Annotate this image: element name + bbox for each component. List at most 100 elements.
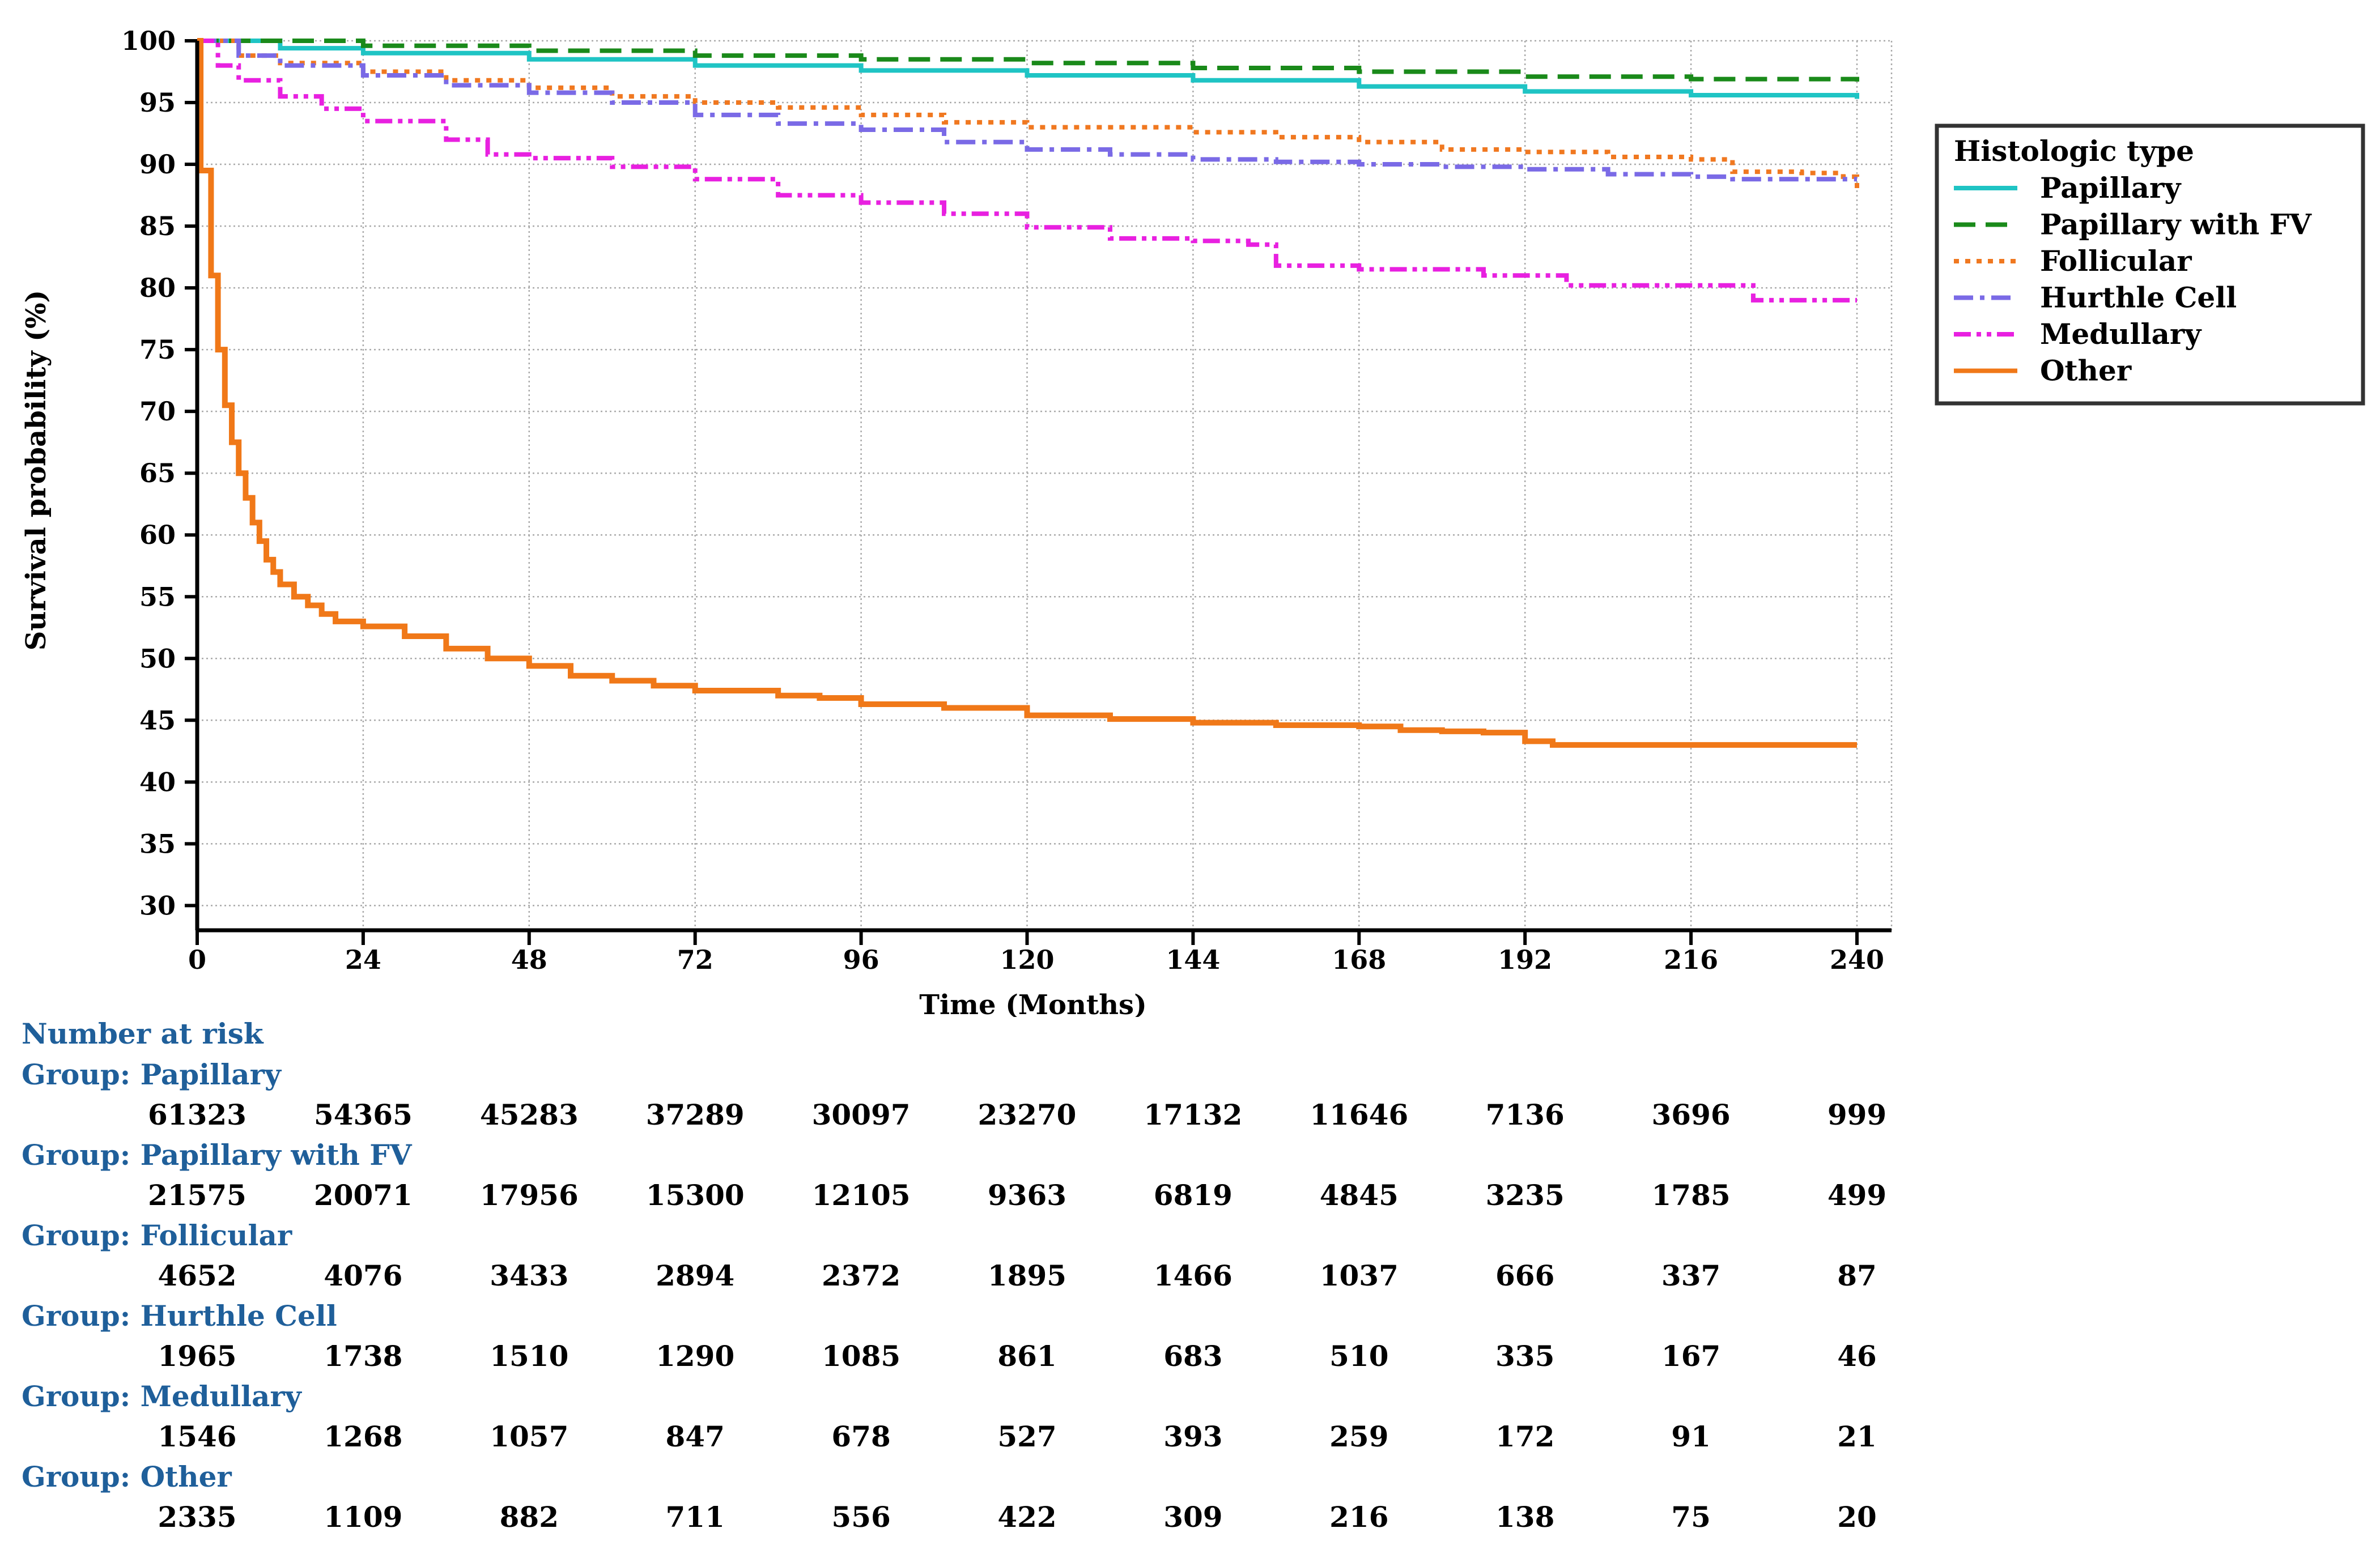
risk-count: 393: [1163, 1420, 1223, 1453]
y-tick-label: 85: [139, 211, 176, 241]
risk-count: 167: [1661, 1339, 1721, 1373]
x-tick-label: 216: [1664, 944, 1718, 975]
risk-count: 2894: [656, 1259, 735, 1292]
y-tick-label: 75: [139, 334, 176, 365]
y-tick-label: 70: [139, 396, 176, 427]
risk-count: 3696: [1651, 1098, 1731, 1131]
risk-count: 527: [997, 1420, 1057, 1453]
risk-count: 75: [1671, 1500, 1711, 1534]
risk-count: 11646: [1310, 1098, 1409, 1131]
risk-count: 21575: [148, 1178, 246, 1212]
risk-count: 1785: [1651, 1178, 1731, 1212]
x-tick-label: 144: [1166, 944, 1220, 975]
risk-count: 1510: [490, 1339, 569, 1373]
legend-label: Hurthle Cell: [2040, 281, 2237, 314]
risk-group-label: Group: Papillary: [22, 1058, 281, 1091]
legend-label: Papillary with FV: [2040, 208, 2312, 241]
x-tick-label: 48: [511, 944, 547, 975]
risk-count: 4076: [324, 1259, 403, 1292]
risk-count: 21: [1837, 1420, 1877, 1453]
risk-table-heading: Number at risk: [22, 1017, 264, 1050]
curve-hurthle-cell: [197, 39, 1857, 182]
risk-count: 999: [1827, 1098, 1887, 1131]
risk-count: 12105: [811, 1178, 911, 1212]
risk-count: 20: [1837, 1500, 1877, 1534]
x-tick-label: 240: [1830, 944, 1884, 975]
survival-chart: 30 35 40 45 50 55 60 65 70 75 80 85 90 95 100 0 24 48 72 9…: [20, 25, 2365, 1017]
risk-count: 1109: [324, 1500, 403, 1534]
risk-count: 1037: [1319, 1259, 1399, 1292]
y-tick-label: 45: [139, 705, 176, 735]
risk-count: 45283: [479, 1098, 579, 1131]
risk-count: 666: [1495, 1259, 1555, 1292]
risk-count: 1057: [490, 1420, 569, 1453]
y-tick-label: 100: [121, 25, 176, 56]
y-tick-label: 80: [139, 273, 176, 303]
risk-count: 172: [1495, 1420, 1555, 1453]
risk-count: 678: [831, 1420, 891, 1453]
risk-count: 17956: [479, 1178, 579, 1212]
legend-label: Medullary: [2040, 317, 2202, 351]
risk-count: 30097: [811, 1098, 911, 1131]
y-axis-title: Survival probability (%): [20, 290, 52, 651]
risk-count: 9363: [987, 1178, 1067, 1212]
risk-count: 337: [1661, 1259, 1721, 1292]
risk-count: 6819: [1153, 1178, 1232, 1212]
y-tick-label: 30: [139, 890, 176, 921]
curve-other: [197, 38, 1857, 748]
curve-medullary: [197, 39, 1857, 303]
risk-count: 556: [831, 1500, 891, 1534]
risk-count: 87: [1837, 1259, 1877, 1292]
risk-count: 309: [1163, 1500, 1223, 1534]
risk-count: 711: [665, 1500, 725, 1534]
x-tick-label: 0: [188, 944, 206, 975]
risk-count: 37289: [645, 1098, 745, 1131]
risk-count: 4845: [1319, 1178, 1399, 1212]
risk-count: 23270: [978, 1098, 1077, 1131]
risk-count: 1466: [1153, 1259, 1232, 1292]
risk-count: 1546: [158, 1420, 237, 1453]
risk-count: 259: [1329, 1420, 1389, 1453]
risk-count: 91: [1671, 1420, 1711, 1453]
risk-count: 15300: [645, 1178, 745, 1212]
legend-label: Papillary: [2040, 171, 2182, 205]
risk-count: 1738: [324, 1339, 403, 1373]
x-axis-ticks: 0 24 48 72 96 120 144 168 192 216 240: [188, 930, 1884, 975]
risk-count: 422: [997, 1500, 1057, 1534]
risk-count: 20071: [313, 1178, 413, 1212]
risk-count: 1965: [158, 1339, 237, 1373]
risk-count: 17132: [1144, 1098, 1243, 1131]
risk-count: 3235: [1485, 1178, 1565, 1212]
risk-count: 510: [1329, 1339, 1389, 1373]
y-axis-ticks: 30 35 40 45 50 55 60 65 70 75 80 85 90 95 100: [121, 25, 197, 921]
legend-label: Follicular: [2040, 244, 2192, 278]
y-tick-label: 90: [139, 149, 176, 180]
number-at-risk-table: Number at risk Group: Papillary 61323 5436…: [0, 1017, 2380, 1558]
risk-count: 847: [665, 1420, 725, 1453]
risk-group-label: Group: Hurthle Cell: [22, 1299, 337, 1333]
risk-count: 2335: [158, 1500, 237, 1534]
risk-count: 216: [1329, 1500, 1389, 1534]
risk-count: 882: [499, 1500, 559, 1534]
x-tick-label: 72: [677, 944, 713, 975]
risk-count: 4652: [158, 1259, 237, 1292]
legend-label: Other: [2040, 354, 2132, 388]
risk-count: 1085: [822, 1339, 901, 1373]
y-tick-label: 95: [139, 87, 176, 118]
x-tick-label: 168: [1332, 944, 1386, 975]
risk-count: 3433: [490, 1259, 569, 1292]
risk-count: 61323: [148, 1098, 246, 1131]
y-tick-label: 50: [139, 643, 176, 674]
risk-count: 499: [1827, 1178, 1887, 1212]
risk-count: 2372: [822, 1259, 901, 1292]
x-axis-title: Time (Months): [919, 989, 1147, 1017]
legend-title: Histologic type: [1954, 134, 2194, 168]
x-tick-label: 96: [843, 944, 879, 975]
risk-count: 46: [1837, 1339, 1877, 1373]
survival-curves: [197, 38, 1859, 748]
y-tick-label: 40: [139, 767, 176, 797]
legend-box: [1935, 124, 2365, 406]
risk-count: 335: [1495, 1339, 1555, 1373]
y-tick-label: 65: [139, 458, 176, 488]
